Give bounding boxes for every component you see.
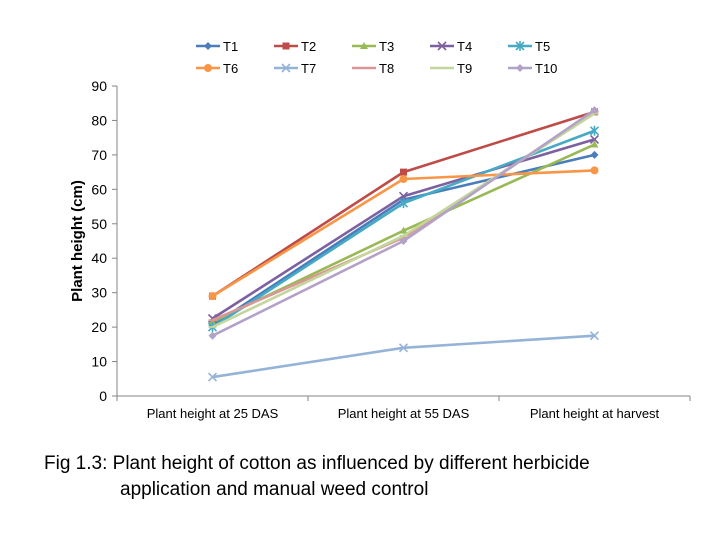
legend-label: T9 [457, 61, 472, 76]
data-point-t7 [589, 331, 600, 341]
legend-marker [515, 41, 525, 51]
data-point-t3 [590, 140, 599, 148]
legend-entry-t7: T7 [274, 61, 316, 76]
legend-marker [204, 64, 212, 72]
legend-entry-t4: T4 [430, 39, 472, 54]
legend-label: T3 [379, 39, 394, 54]
legend-label: T6 [223, 61, 238, 76]
data-point-t3 [208, 317, 217, 325]
data-point-t4 [398, 191, 409, 201]
data-point-t4 [589, 134, 600, 144]
legend-entry-t8: T8 [352, 61, 394, 76]
y-tick-label: 60 [91, 181, 107, 197]
data-point-t10 [399, 237, 408, 245]
legend-marker [282, 42, 290, 50]
data-point-t6 [590, 166, 599, 175]
data-point-t1 [590, 150, 599, 159]
y-tick-label: 10 [91, 354, 107, 370]
legend-marker [516, 64, 524, 72]
legend-marker [281, 63, 291, 73]
series-line-t7 [212, 334, 595, 379]
data-point-t3 [399, 226, 408, 234]
legend-entry-t3: T3 [352, 39, 394, 54]
y-tick-label: 20 [91, 319, 107, 335]
y-tick-label: 30 [91, 285, 107, 301]
legend-entry-t1: T1 [196, 39, 238, 54]
data-point-t6 [208, 292, 217, 301]
caption-line-2: application and manual weed control [120, 479, 429, 500]
series-t10 [208, 106, 599, 340]
caption-line-1: Fig 1.3: Plant height of cotton as influ… [44, 453, 590, 474]
line-chart: 0 10 20 30 40 50 60 70 80 90 Plant height at 25 DA… [69, 39, 691, 421]
legend-marker [204, 42, 212, 50]
y-tick-label: 90 [91, 78, 107, 94]
y-tick-label: 50 [91, 216, 107, 232]
legend-entry-t2: T2 [274, 39, 316, 54]
legend-label: T10 [535, 61, 557, 76]
data-point-t6 [399, 175, 408, 183]
data-point-t5 [398, 198, 409, 209]
legend-entry-t6: T6 [196, 61, 238, 76]
x-tick-label: Plant height at 25 DAS [147, 406, 279, 421]
data-point-t2 [400, 168, 407, 176]
series-line-t10 [211, 109, 596, 337]
y-axis-title: Plant height (cm) [69, 180, 86, 302]
y-tick-label: 0 [99, 388, 107, 404]
legend-entry-t10: T10 [508, 61, 557, 76]
y-tick-label: 80 [91, 112, 107, 128]
data-point-t10 [590, 106, 599, 115]
legend-entry-t5: T5 [508, 39, 550, 54]
x-tick-label: Plant height at 55 DAS [338, 406, 470, 421]
legend-marker [437, 41, 447, 51]
x-tick-label: Plant height at harvest [530, 406, 660, 421]
legend-label: T2 [301, 39, 316, 54]
legend-label: T7 [301, 61, 316, 76]
series-t7 [207, 331, 600, 382]
data-point-t7 [207, 372, 218, 382]
legend-entry-t9: T9 [430, 61, 472, 76]
y-tick-label: 70 [91, 147, 107, 163]
legend-marker [360, 42, 368, 49]
legend-label: T4 [457, 39, 472, 54]
y-tick-label: 40 [91, 250, 107, 266]
data-point-t5 [589, 125, 600, 136]
legend-label: T8 [379, 61, 394, 76]
series-t6 [208, 166, 599, 301]
legend-label: T1 [223, 39, 238, 54]
data-point-t7 [398, 343, 409, 353]
legend-label: T5 [535, 39, 550, 54]
data-point-t10 [208, 331, 217, 340]
